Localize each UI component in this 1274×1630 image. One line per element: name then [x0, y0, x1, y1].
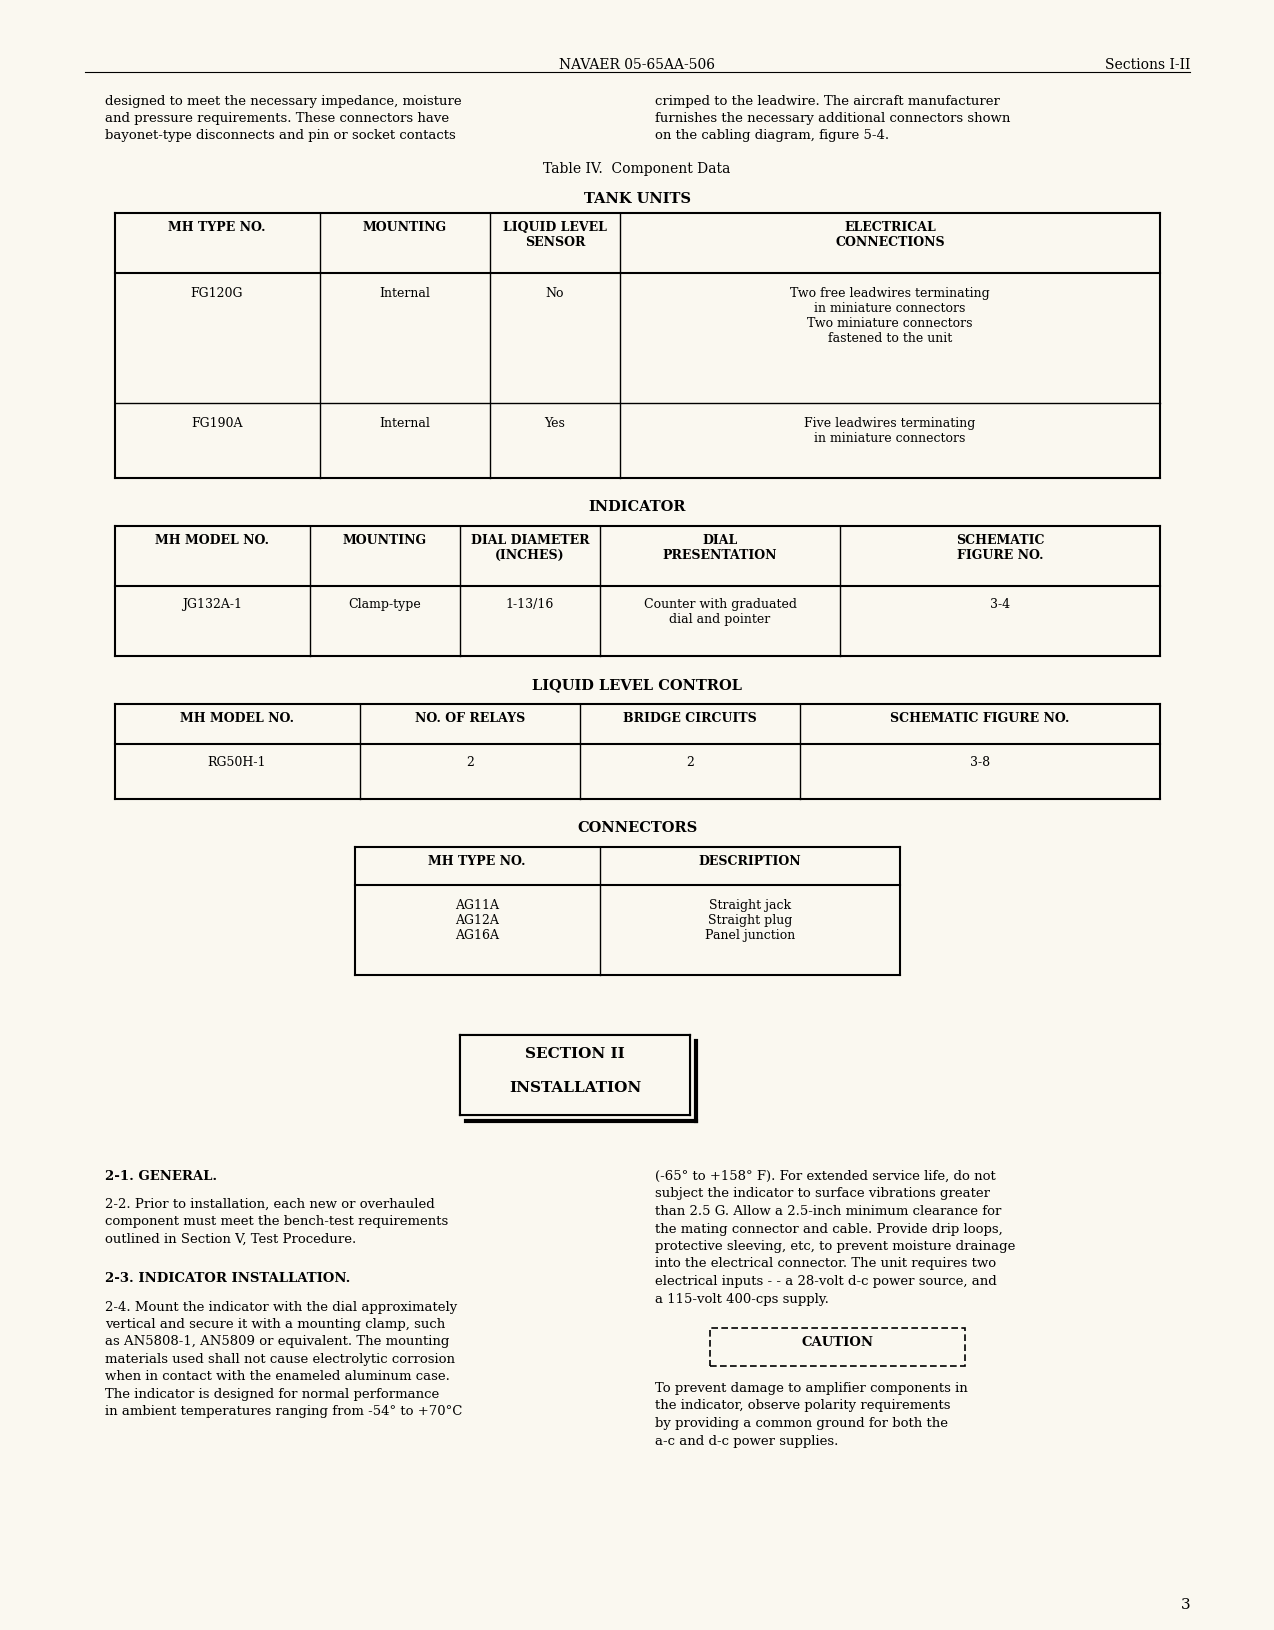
Text: vertical and secure it with a mounting clamp, such: vertical and secure it with a mounting c… — [104, 1319, 445, 1332]
Text: as AN5808-1, AN5809 or equivalent. The mounting: as AN5808-1, AN5809 or equivalent. The m… — [104, 1335, 450, 1348]
Text: and pressure requirements. These connectors have: and pressure requirements. These connect… — [104, 112, 450, 126]
Text: 2: 2 — [687, 756, 694, 769]
Text: NAVAER 05-65AA-506: NAVAER 05-65AA-506 — [559, 59, 715, 72]
Text: than 2.5 G. Allow a 2.5-inch minimum clearance for: than 2.5 G. Allow a 2.5-inch minimum cle… — [655, 1205, 1001, 1218]
Text: outlined in Section V, Test Procedure.: outlined in Section V, Test Procedure. — [104, 1232, 357, 1245]
Text: RG50H-1: RG50H-1 — [208, 756, 266, 769]
Text: CAUTION: CAUTION — [801, 1337, 873, 1350]
Text: SCHEMATIC FIGURE NO.: SCHEMATIC FIGURE NO. — [891, 712, 1070, 725]
Text: Internal: Internal — [380, 417, 431, 430]
Text: bayonet-type disconnects and pin or socket contacts: bayonet-type disconnects and pin or sock… — [104, 129, 456, 142]
Text: Table IV.  Component Data: Table IV. Component Data — [543, 161, 731, 176]
Text: INSTALLATION: INSTALLATION — [508, 1081, 641, 1095]
Text: by providing a common ground for both the: by providing a common ground for both th… — [655, 1416, 948, 1430]
Text: protective sleeving, etc, to prevent moisture drainage: protective sleeving, etc, to prevent moi… — [655, 1240, 1015, 1253]
Text: FG120G: FG120G — [191, 287, 243, 300]
Text: To prevent damage to amplifier components in: To prevent damage to amplifier component… — [655, 1382, 968, 1395]
Text: the indicator, observe polarity requirements: the indicator, observe polarity requirem… — [655, 1400, 950, 1413]
Text: in ambient temperatures ranging from -54° to +70°C: in ambient temperatures ranging from -54… — [104, 1405, 462, 1418]
Text: MH MODEL NO.: MH MODEL NO. — [155, 535, 269, 548]
Text: The indicator is designed for normal performance: The indicator is designed for normal per… — [104, 1389, 440, 1402]
Text: 3: 3 — [1181, 1597, 1190, 1612]
Text: MOUNTING: MOUNTING — [363, 222, 447, 235]
Text: designed to meet the necessary impedance, moisture: designed to meet the necessary impedance… — [104, 95, 461, 108]
Text: (-65° to +158° F). For extended service life, do not: (-65° to +158° F). For extended service … — [655, 1170, 996, 1183]
Text: when in contact with the enameled aluminum case.: when in contact with the enameled alumin… — [104, 1371, 450, 1384]
Text: Five leadwires terminating
in miniature connectors: Five leadwires terminating in miniature … — [804, 417, 976, 445]
Text: Yes: Yes — [544, 417, 566, 430]
Text: DIAL
PRESENTATION: DIAL PRESENTATION — [662, 535, 777, 562]
Text: Sections I-II: Sections I-II — [1105, 59, 1190, 72]
Text: 1-13/16: 1-13/16 — [506, 598, 554, 611]
Text: 2-2. Prior to installation, each new or overhauled: 2-2. Prior to installation, each new or … — [104, 1198, 434, 1211]
Text: LIQUID LEVEL
SENSOR: LIQUID LEVEL SENSOR — [503, 222, 606, 249]
Text: crimped to the leadwire. The aircraft manufacturer: crimped to the leadwire. The aircraft ma… — [655, 95, 1000, 108]
Text: 2-4. Mount the indicator with the dial approximately: 2-4. Mount the indicator with the dial a… — [104, 1301, 457, 1314]
Text: BRIDGE CIRCUITS: BRIDGE CIRCUITS — [623, 712, 757, 725]
Text: subject the indicator to surface vibrations greater: subject the indicator to surface vibrati… — [655, 1188, 990, 1201]
Text: on the cabling diagram, figure 5-4.: on the cabling diagram, figure 5-4. — [655, 129, 889, 142]
Text: MOUNTING: MOUNTING — [343, 535, 427, 548]
Text: electrical inputs - - a 28-volt d-c power source, and: electrical inputs - - a 28-volt d-c powe… — [655, 1275, 996, 1288]
Text: CONNECTORS: CONNECTORS — [577, 822, 697, 835]
Text: FG190A: FG190A — [191, 417, 243, 430]
Text: furnishes the necessary additional connectors shown: furnishes the necessary additional conne… — [655, 112, 1010, 126]
Text: into the electrical connector. The unit requires two: into the electrical connector. The unit … — [655, 1257, 996, 1270]
Text: component must meet the bench-test requirements: component must meet the bench-test requi… — [104, 1216, 448, 1229]
Text: MH TYPE NO.: MH TYPE NO. — [428, 856, 526, 869]
Bar — [460, 1035, 691, 1115]
Text: the mating connector and cable. Provide drip loops,: the mating connector and cable. Provide … — [655, 1222, 1003, 1236]
Text: TANK UNITS: TANK UNITS — [583, 192, 691, 205]
Text: SECTION II: SECTION II — [525, 1046, 624, 1061]
Text: LIQUID LEVEL CONTROL: LIQUID LEVEL CONTROL — [533, 678, 741, 693]
Text: materials used shall not cause electrolytic corrosion: materials used shall not cause electroly… — [104, 1353, 455, 1366]
Text: INDICATOR: INDICATOR — [589, 500, 685, 513]
Bar — [710, 1328, 964, 1366]
Text: JG132A-1: JG132A-1 — [182, 598, 242, 611]
Text: Two free leadwires terminating
in miniature connectors
Two miniature connectors
: Two free leadwires terminating in miniat… — [790, 287, 990, 346]
Text: Clamp-type: Clamp-type — [349, 598, 422, 611]
Text: Internal: Internal — [380, 287, 431, 300]
Text: Straight jack
Straight plug
Panel junction: Straight jack Straight plug Panel juncti… — [705, 900, 795, 942]
Text: 3-4: 3-4 — [990, 598, 1010, 611]
Text: NO. OF RELAYS: NO. OF RELAYS — [415, 712, 525, 725]
Text: a 115-volt 400-cps supply.: a 115-volt 400-cps supply. — [655, 1293, 829, 1306]
Text: No: No — [545, 287, 564, 300]
Text: DESCRIPTION: DESCRIPTION — [698, 856, 801, 869]
Text: 2-1. GENERAL.: 2-1. GENERAL. — [104, 1170, 217, 1183]
Text: SCHEMATIC
FIGURE NO.: SCHEMATIC FIGURE NO. — [956, 535, 1045, 562]
Text: 2-3. INDICATOR INSTALLATION.: 2-3. INDICATOR INSTALLATION. — [104, 1273, 350, 1286]
Text: ELECTRICAL
CONNECTIONS: ELECTRICAL CONNECTIONS — [836, 222, 945, 249]
Text: AG11A
AG12A
AG16A: AG11A AG12A AG16A — [455, 900, 499, 942]
Text: 2: 2 — [466, 756, 474, 769]
Text: MH MODEL NO.: MH MODEL NO. — [180, 712, 294, 725]
Text: MH TYPE NO.: MH TYPE NO. — [168, 222, 266, 235]
Text: 3-8: 3-8 — [970, 756, 990, 769]
Text: a-c and d-c power supplies.: a-c and d-c power supplies. — [655, 1434, 838, 1447]
Text: DIAL DIAMETER
(INCHES): DIAL DIAMETER (INCHES) — [471, 535, 590, 562]
Text: Counter with graduated
dial and pointer: Counter with graduated dial and pointer — [643, 598, 796, 626]
